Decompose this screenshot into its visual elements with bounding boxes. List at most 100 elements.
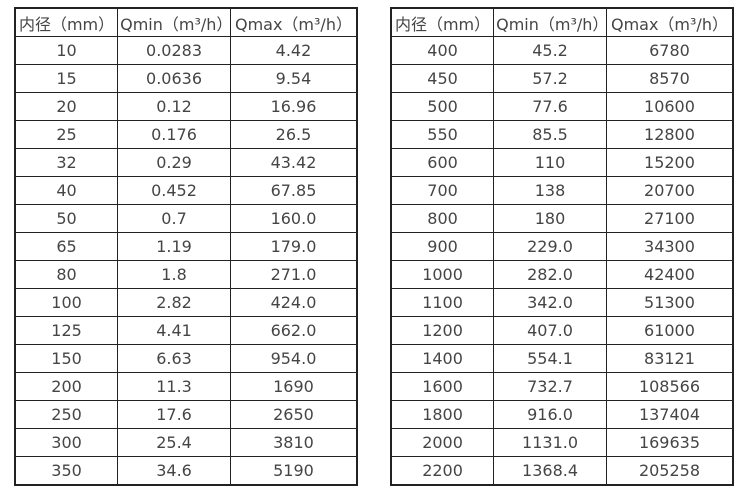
table-cell: 2650 [229,400,358,429]
header-qmax: Qmax（m³/h） [605,7,734,37]
table-row: 80 1.8 271.0 [14,260,358,289]
table-row: 1400 554.1 83121 [390,344,734,373]
table-row: 1100 342.0 51300 [390,288,734,317]
table-cell: 500 [390,92,495,121]
table-cell: 85.5 [493,120,607,149]
table-cell: 1600 [390,372,495,401]
table-cell: 916.0 [493,400,607,429]
table-row: 20 0.12 16.96 [14,92,358,121]
table-cell: 282.0 [493,260,607,289]
table-cell: 83121 [605,344,734,373]
table-row: 250 17.6 2650 [14,400,358,429]
table-row: 450 57.2 8570 [390,64,734,93]
table-cell: 27100 [605,204,734,233]
table-row: 1800 916.0 137404 [390,400,734,429]
table-cell: 342.0 [493,288,607,317]
table-row: 700 138 20700 [390,176,734,205]
table-row: 2000 1131.0 169635 [390,428,734,457]
table-cell: 0.12 [117,92,231,121]
table-cell: 25 [14,120,119,149]
table-cell: 1400 [390,344,495,373]
table-cell: 0.7 [117,204,231,233]
table-cell: 6780 [605,36,734,65]
table-cell: 1131.0 [493,428,607,457]
table-cell: 1800 [390,400,495,429]
table-cell: 0.452 [117,176,231,205]
table-cell: 662.0 [229,316,358,345]
table-cell: 5190 [229,456,358,486]
table-cell: 61000 [605,316,734,345]
table-body: 10 0.0283 4.42 15 0.0636 9.54 20 0.12 16.96 25 0.1… [14,36,358,486]
table-cell: 550 [390,120,495,149]
table-cell: 26.5 [229,120,358,149]
table-row: 25 0.176 26.5 [14,120,358,149]
table-cell: 150 [14,344,119,373]
table-row: 600 110 15200 [390,148,734,177]
table-cell: 0.29 [117,148,231,177]
table-cell: 954.0 [229,344,358,373]
table-cell: 138 [493,176,607,205]
table-cell: 1100 [390,288,495,317]
header-qmin: Qmin（m³/h） [493,7,607,37]
table-cell: 205258 [605,456,734,486]
table-cell: 180 [493,204,607,233]
table-cell: 80 [14,260,119,289]
table-cell: 57.2 [493,64,607,93]
table-row: 300 25.4 3810 [14,428,358,457]
table-cell: 16.96 [229,92,358,121]
table-cell: 900 [390,232,495,261]
table-cell: 400 [390,36,495,65]
table-cell: 4.41 [117,316,231,345]
table-cell: 50 [14,204,119,233]
table-cell: 9.54 [229,64,358,93]
table-row: 1600 732.7 108566 [390,372,734,401]
table-cell: 2200 [390,456,495,486]
table-cell: 42400 [605,260,734,289]
table-cell: 137404 [605,400,734,429]
table-row: 200 11.3 1690 [14,372,358,401]
table-row: 65 1.19 179.0 [14,232,358,261]
table-cell: 108566 [605,372,734,401]
table-cell: 200 [14,372,119,401]
header-row: 内径（mm） Qmin（m³/h） Qmax（m³/h） [390,7,734,37]
table-cell: 424.0 [229,288,358,317]
header-inner-diameter: 内径（mm） [390,7,495,37]
table-row: 10 0.0283 4.42 [14,36,358,65]
table-cell: 8570 [605,64,734,93]
table-row: 2200 1368.4 205258 [390,456,734,486]
table-cell: 17.6 [117,400,231,429]
table-cell: 450 [390,64,495,93]
table-cell: 250 [14,400,119,429]
table-cell: 125 [14,316,119,345]
table-cell: 20700 [605,176,734,205]
table-cell: 65 [14,232,119,261]
table-cell: 10 [14,36,119,65]
table-row: 40 0.452 67.85 [14,176,358,205]
table-cell: 110 [493,148,607,177]
table-cell: 800 [390,204,495,233]
table-cell: 271.0 [229,260,358,289]
table-cell: 350 [14,456,119,486]
table-row: 350 34.6 5190 [14,456,358,486]
table-cell: 1368.4 [493,456,607,486]
table-cell: 67.85 [229,176,358,205]
table-cell: 34.6 [117,456,231,486]
table-cell: 0.176 [117,120,231,149]
table-cell: 25.4 [117,428,231,457]
table-cell: 3810 [229,428,358,457]
table-row: 900 229.0 34300 [390,232,734,261]
table-row: 32 0.29 43.42 [14,148,358,177]
table-row: 1200 407.0 61000 [390,316,734,345]
table-cell: 700 [390,176,495,205]
table-row: 100 2.82 424.0 [14,288,358,317]
table-row: 500 77.6 10600 [390,92,734,121]
table-row: 1000 282.0 42400 [390,260,734,289]
table-row: 125 4.41 662.0 [14,316,358,345]
flow-table-small-diameters: 内径（mm） Qmin（m³/h） Qmax（m³/h） 10 0.0283 4.4… [14,7,358,486]
header-qmax: Qmax（m³/h） [229,7,358,37]
table-cell: 600 [390,148,495,177]
table-cell: 1200 [390,316,495,345]
table-cell: 51300 [605,288,734,317]
table-cell: 229.0 [493,232,607,261]
table-row: 50 0.7 160.0 [14,204,358,233]
